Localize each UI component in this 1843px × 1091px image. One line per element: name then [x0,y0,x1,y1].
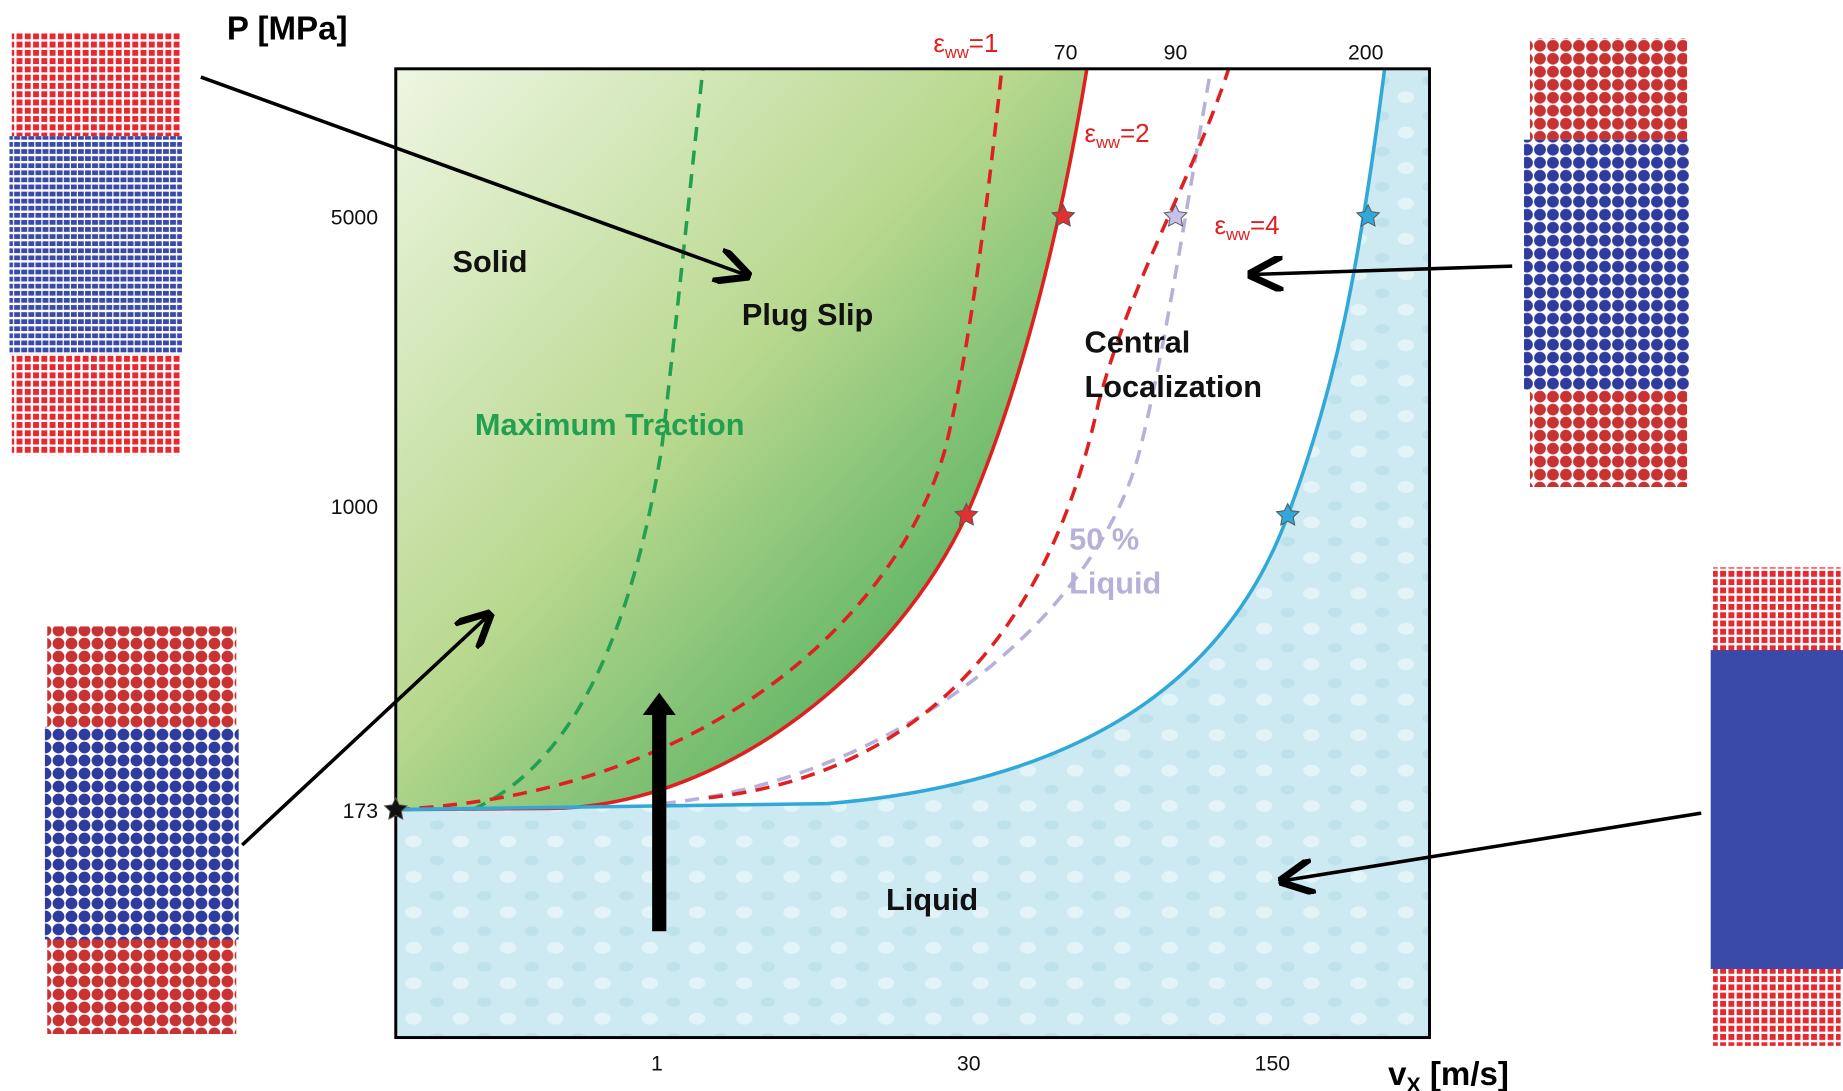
snapshot-bottom-right [1711,567,1843,1045]
region-label: 50 % [1069,522,1139,557]
top-tick-label: 200 [1348,40,1383,64]
label-part: ε [1085,118,1097,148]
label-part: =1 [969,28,999,58]
label-part: =2 [1120,118,1150,148]
y-tick-label: 5000 [331,206,378,230]
snapshot-bottom-left [45,626,239,1034]
region-label: Central [1085,324,1191,359]
y-tick-label: 1000 [331,495,378,519]
label-part: [m/s] [1421,1056,1509,1091]
label-part: X [1407,1073,1421,1091]
snapshot-top-left [9,33,181,455]
label-part: ε [933,28,945,58]
region-label: Maximum Traction [475,407,745,442]
label-part: =4 [1250,210,1280,240]
region-label: Solid [452,244,527,279]
region-label: Localization [1085,369,1262,404]
label-part: v [1388,1056,1407,1091]
x-axis-label: vX [m/s] [1388,1056,1509,1091]
top-tick-label: 90 [1164,40,1188,64]
curve-label: εww=1 [933,28,998,62]
y-tick-label: 173 [343,799,378,823]
x-tick-label: 1 [651,1052,663,1076]
phase-diagram: P [MPa] vX [m/s] 5000 1000 173 1 30 150 … [0,0,1843,1091]
top-tick-label: 70 [1054,40,1078,64]
x-tick-label: 150 [1255,1052,1290,1076]
region-label: Liquid [1069,565,1161,600]
y-axis-label: P [MPa] [227,10,348,47]
label-part: ww [1095,133,1120,152]
region-label: Plug Slip [742,297,873,332]
x-tick-label: 30 [957,1052,981,1076]
snapshot-top-right [1524,38,1689,487]
label-part: ε [1214,210,1226,240]
region-label: Liquid [886,882,978,917]
label-part: ww [1225,225,1250,244]
label-part: ww [944,43,969,62]
